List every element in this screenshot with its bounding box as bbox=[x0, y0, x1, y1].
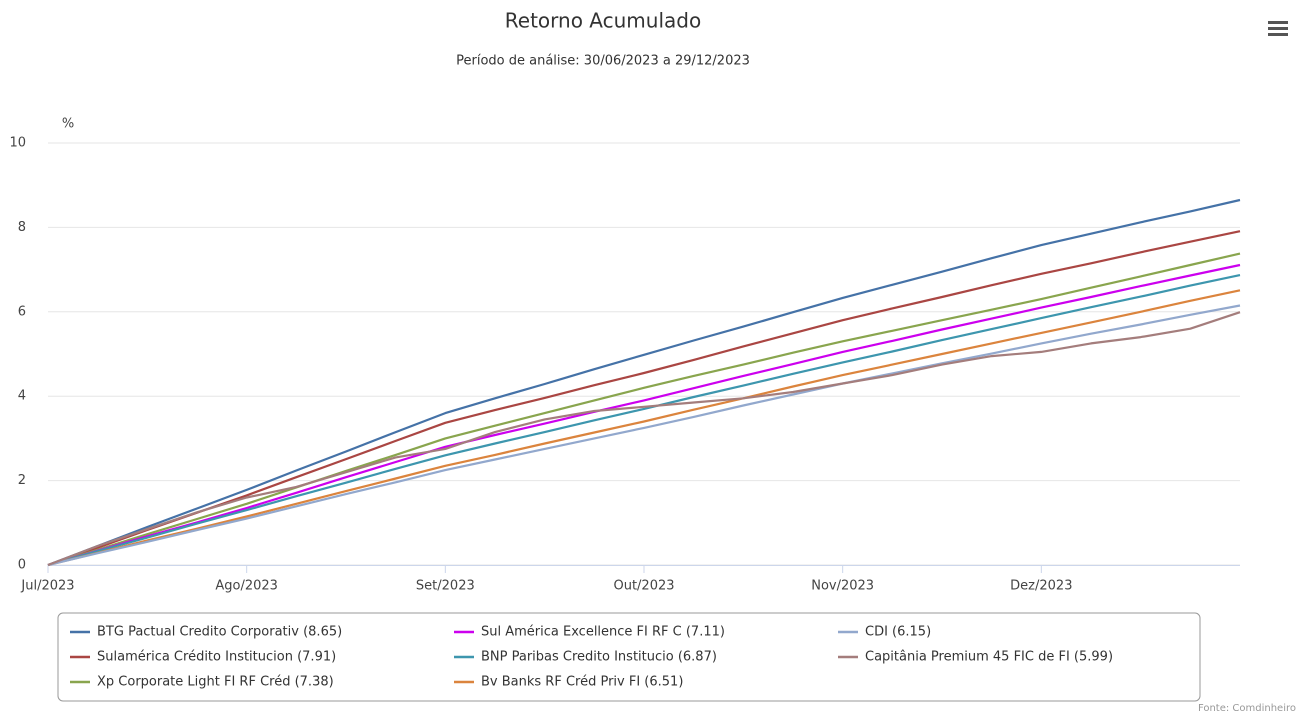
legend-label: BTG Pactual Credito Corporativ (8.65) bbox=[97, 625, 342, 640]
y-tick-label: 8 bbox=[18, 220, 26, 235]
legend-label: Capitânia Premium 45 FIC de FI (5.99) bbox=[865, 650, 1113, 665]
credit: Fonte: Comdinheiro bbox=[1198, 703, 1296, 714]
menu-bar bbox=[1268, 27, 1288, 30]
legend-box bbox=[57, 612, 1201, 702]
menu-bar bbox=[1268, 33, 1288, 36]
series-line bbox=[47, 198, 1241, 567]
chart-title: Retorno Acumulado bbox=[505, 9, 701, 33]
legend-label: Sulamérica Crédito Institucion (7.91) bbox=[97, 650, 336, 665]
y-tick-label: 4 bbox=[18, 389, 26, 404]
x-tick-label: Nov/2023 bbox=[811, 579, 874, 594]
menu-button[interactable] bbox=[1266, 18, 1292, 40]
series-line bbox=[47, 263, 1241, 567]
series-line bbox=[47, 304, 1241, 567]
chart-subtitle: Período de análise: 30/06/2023 a 29/12/2… bbox=[456, 54, 750, 69]
legend-label: Xp Corporate Light FI RF Créd (7.38) bbox=[97, 675, 334, 690]
x-tick-label: Ago/2023 bbox=[215, 579, 278, 594]
x-tick-label: Dez/2023 bbox=[1010, 579, 1072, 594]
legend-label: Sul América Excellence FI RF C (7.11) bbox=[481, 625, 725, 640]
series-line bbox=[47, 274, 1241, 567]
y-tick-label: 6 bbox=[18, 304, 26, 319]
legend-label: Bv Banks RF Créd Priv FI (6.51) bbox=[481, 675, 683, 690]
legend-label: CDI (6.15) bbox=[865, 625, 931, 640]
series-line bbox=[47, 289, 1241, 567]
legend-label: BNP Paribas Credito Institucio (6.87) bbox=[481, 650, 717, 665]
x-tick-label: Set/2023 bbox=[416, 579, 475, 594]
y-tick-label: 2 bbox=[18, 473, 26, 488]
series-line bbox=[47, 252, 1241, 567]
series-line bbox=[47, 230, 1241, 567]
series-line bbox=[47, 311, 1241, 567]
y-tick-label: 10 bbox=[9, 136, 26, 151]
y-axis-label: % bbox=[62, 117, 74, 132]
x-tick-label: Out/2023 bbox=[613, 579, 674, 594]
y-tick-label: 0 bbox=[18, 558, 26, 573]
x-tick-label: Jul/2023 bbox=[20, 579, 74, 594]
menu-bar bbox=[1268, 21, 1288, 24]
